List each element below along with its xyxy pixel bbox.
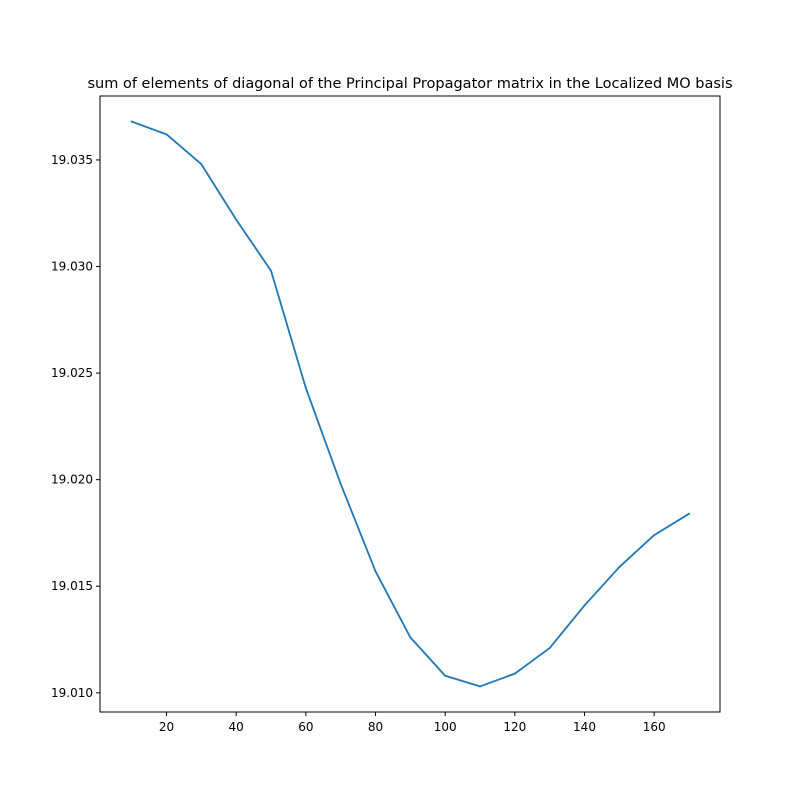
x-tick-label: 20 (159, 720, 174, 734)
y-tick-label: 19.015 (51, 579, 93, 593)
axes-frame (99, 95, 721, 713)
data-point (304, 387, 307, 389)
x-tick-label: 120 (503, 720, 526, 734)
data-point (409, 636, 412, 639)
data-point (653, 534, 656, 536)
y-axis: 19.010 19.015 19.020 19.025 19.030 19.035 (51, 153, 100, 700)
chart-title: sum of elements of diagonal of the Princ… (87, 76, 732, 92)
x-tick-label: 80 (368, 720, 383, 734)
data-point (235, 218, 238, 221)
y-tick-label: 19.020 (51, 473, 93, 487)
y-tick-label: 19.010 (51, 686, 93, 700)
data-point (618, 566, 621, 568)
data-point (548, 647, 551, 649)
data-points (130, 120, 690, 688)
data-point (200, 163, 203, 166)
data-point (479, 685, 481, 688)
plot-area (99, 95, 721, 713)
x-tick-label: 60 (298, 720, 313, 734)
data-point (374, 570, 377, 573)
x-tick-label: 40 (229, 720, 244, 734)
data-point (130, 120, 133, 123)
x-tick-label: 160 (643, 720, 666, 734)
data-point (270, 269, 272, 272)
data-point (165, 133, 168, 136)
y-tick-label: 19.035 (51, 153, 93, 167)
x-tick-label: 100 (434, 720, 457, 734)
data-point (688, 512, 690, 515)
y-tick-label: 19.030 (51, 260, 93, 274)
data-point (513, 672, 516, 675)
data-point (444, 674, 447, 677)
data-point (583, 604, 586, 607)
data-point (339, 483, 342, 485)
x-tick-label: 140 (573, 720, 596, 734)
x-axis: 20 40 60 80 100 120 140 160 (159, 712, 666, 734)
y-tick-label: 19.025 (51, 366, 93, 380)
